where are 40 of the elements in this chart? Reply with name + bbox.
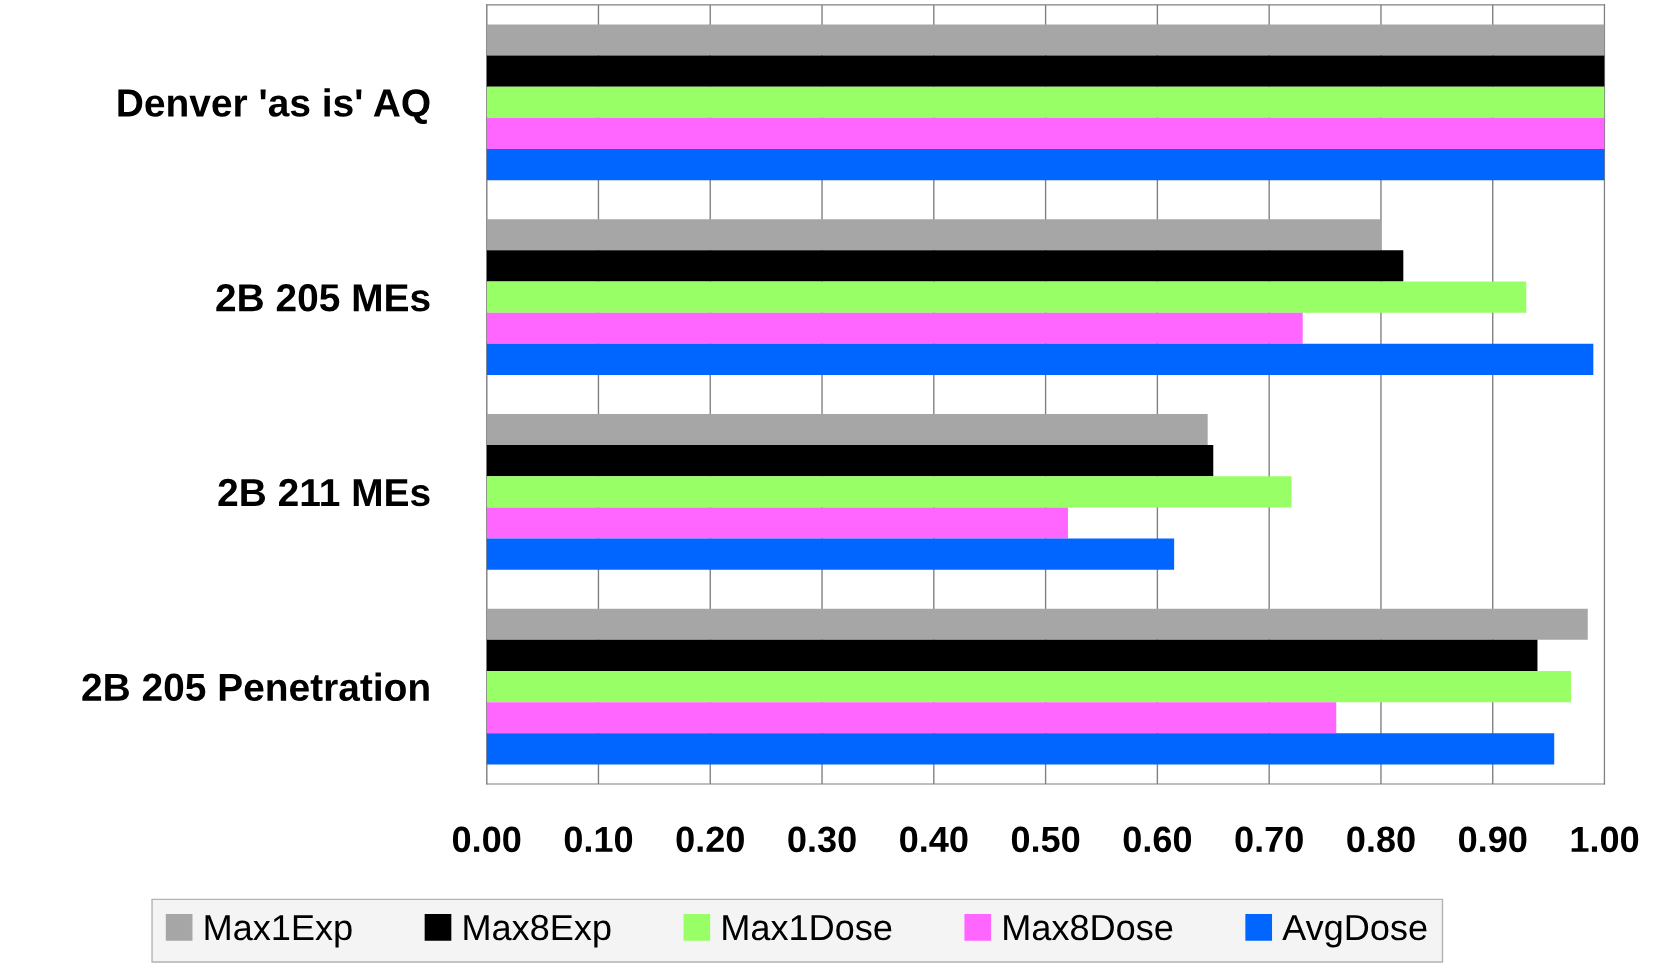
x-tick-label: 0.60 xyxy=(1123,826,1192,853)
x-tick-label: 0.30 xyxy=(788,826,856,853)
bar xyxy=(486,55,1605,87)
legend-label: AvgDose xyxy=(1282,915,1427,948)
x-tick-label: 0.70 xyxy=(1235,826,1303,853)
x-tick-label: 0.80 xyxy=(1347,826,1415,853)
x-tick-label: 0.00 xyxy=(452,826,521,853)
y-tick-label: Denver 'as is' AQ xyxy=(118,88,430,125)
x-tick-label: 0.40 xyxy=(900,826,968,853)
bar xyxy=(486,149,1605,181)
legend-label: Max1Exp xyxy=(205,915,352,948)
bar xyxy=(486,250,1404,282)
bar xyxy=(486,219,1381,251)
bar xyxy=(486,507,1068,539)
bar xyxy=(486,733,1555,765)
bar xyxy=(486,445,1214,477)
bar xyxy=(486,117,1605,150)
y-tick-label: 2B 205 MEs xyxy=(216,284,430,312)
legend-label: Max8Dose xyxy=(1004,914,1173,941)
bar xyxy=(486,343,1594,375)
bar xyxy=(486,608,1588,640)
legend-label: Max8Exp xyxy=(464,914,611,948)
bar xyxy=(486,702,1337,734)
x-tick-label: 0.20 xyxy=(676,826,744,853)
bar xyxy=(486,312,1303,344)
x-tick-label: 0.90 xyxy=(1459,826,1527,853)
bar xyxy=(486,476,1292,508)
bar xyxy=(486,639,1538,672)
y-tick-label: 2B 211 MEs xyxy=(218,478,430,507)
x-tick-label: 0.50 xyxy=(1011,826,1080,853)
bar xyxy=(486,413,1208,446)
y-tick-label: 2B 205 Penetration xyxy=(82,672,429,702)
legend-label: Max1Dose xyxy=(723,915,892,941)
bar xyxy=(486,538,1175,570)
bar xyxy=(486,24,1605,56)
x-tick-label: 0.10 xyxy=(564,826,633,853)
bar xyxy=(486,86,1605,118)
x-tick-label: 1.00 xyxy=(1571,826,1639,853)
bar xyxy=(486,671,1571,703)
bar xyxy=(486,281,1527,313)
